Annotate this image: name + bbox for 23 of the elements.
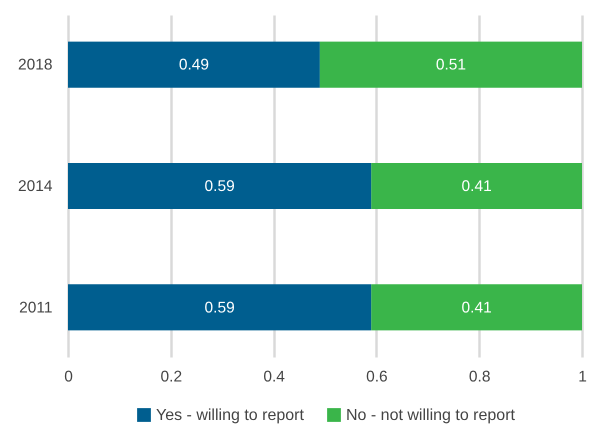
data-label: 0.59 [204,178,235,195]
x-tick-label: 0.2 [160,368,182,386]
y-tick-label: 2018 [18,56,52,74]
bar [68,284,372,330]
data-label: 0.59 [204,299,235,316]
x-tick-label: 0.6 [366,368,388,386]
data-label: 0.41 [462,178,492,195]
legend-label: No - not willing to report [346,407,516,424]
bar [68,42,320,88]
data-label: 0.41 [462,299,492,316]
x-tick-label: 0.4 [263,368,286,386]
bar [320,42,582,88]
bar [371,284,582,330]
x-tick-label: 0.8 [468,368,490,386]
x-tick-label: 1 [578,368,587,386]
legend-label: Yes - willing to report [156,407,304,424]
bar [371,162,582,210]
data-label: 0.51 [436,56,466,74]
y-tick-label: 2011 [19,299,52,316]
y-tick-label: 2014 [18,178,53,195]
data-label: 0.49 [178,56,210,74]
bar [68,162,372,210]
x-tick-label: 0 [64,368,74,386]
